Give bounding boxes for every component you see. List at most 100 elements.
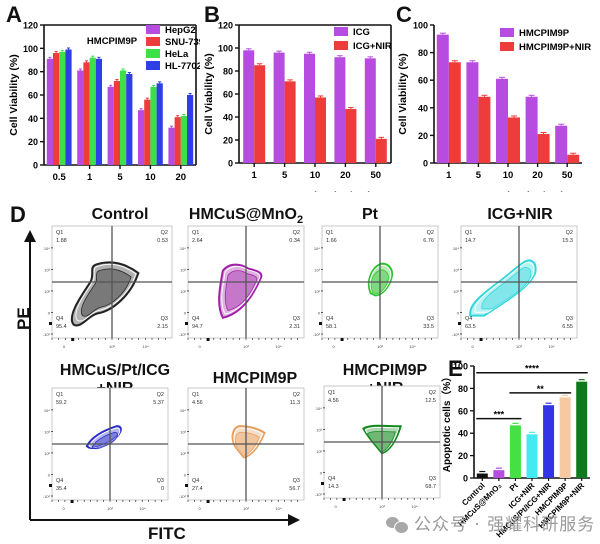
q4-value: 27.4 (192, 486, 203, 492)
axis-marker (185, 322, 188, 325)
y-tick-label: 100 (413, 21, 428, 31)
y-tick-label: 10² (180, 451, 186, 456)
y-tick-label: 10³ (180, 267, 186, 272)
y-tick-label: 10² (44, 289, 50, 294)
q1-label: Q1 (326, 230, 333, 236)
y-tick-label: 40 (418, 103, 428, 113)
x-tick-label: 10⁴ (548, 344, 554, 349)
q4-label: Q4 (465, 316, 472, 322)
contour-inner (88, 427, 121, 449)
panel-letter-e: E (448, 356, 463, 381)
y-tick-label: -10² (179, 494, 187, 499)
q2-label: Q2 (427, 230, 434, 236)
panel-letter-c: C (396, 2, 412, 27)
q2-label: Q2 (157, 392, 164, 398)
y-tick-label: -10² (313, 332, 321, 337)
y-tick-label: 80 (418, 48, 428, 58)
y-axis-label: Apoptotic cells（%） (440, 372, 453, 473)
fitc-axis-label: FITC (148, 524, 186, 543)
x-tick-label: 0 (334, 504, 337, 509)
axis-marker (340, 338, 344, 341)
legend-swatch (334, 27, 348, 36)
y-axis-label: Cell Viability (%) (203, 53, 215, 135)
flow-plot: Q1 59.2 Q2 5.37 Q3 0 Q4 35.4 -10² 0 10² 10³ 10⁴ 0 10³ 1… (43, 387, 169, 511)
bar (315, 97, 326, 163)
y-axis-label: Cell Viability (%) (8, 54, 20, 136)
y-tick-label: 10⁴ (180, 246, 186, 251)
bar (95, 58, 102, 166)
bar (555, 125, 568, 163)
legend-swatch (146, 49, 160, 58)
x-tick-label: 1 (87, 172, 93, 183)
y-tick-label: 100 (218, 44, 233, 54)
legend-label: ICG (353, 27, 370, 38)
bar (567, 154, 580, 163)
y-tick-label: 10² (314, 289, 320, 294)
bar (83, 62, 90, 166)
q3-label: Q3 (429, 476, 436, 482)
flow-plot: Q1 4.56 Q2 12.5 Q3 68.7 Q4 14.3 -10² 0 10² 10³ 10⁴ 0 1… (315, 385, 441, 509)
y-tick-label: 10⁴ (44, 408, 50, 413)
bar (436, 34, 449, 163)
q3-label: Q3 (157, 478, 164, 484)
q1-value: 2.64 (192, 238, 203, 244)
q3-value: 2.15 (157, 324, 168, 330)
q1-label: Q1 (192, 230, 199, 236)
flow-title-pt: Pt (362, 206, 378, 223)
bar (53, 53, 60, 165)
legend-label: HL-7702 (165, 61, 200, 72)
y-tick-label: 120 (23, 21, 38, 31)
y-tick-label: 80 (223, 67, 233, 77)
q2-value: 15.3 (562, 238, 573, 244)
flow-title-line1: HMCPIM9P (342, 362, 428, 379)
q1-label: Q1 (328, 390, 335, 396)
bar (375, 138, 387, 163)
y-tick-label: 20 (418, 131, 428, 141)
q3-value: 2.31 (289, 324, 300, 330)
x-axis-label: Concentration (μg/mL) (452, 190, 565, 192)
y-tick-label: 0 (33, 161, 38, 171)
q4-label: Q4 (56, 316, 63, 322)
pe-arrow-head (24, 230, 36, 242)
axis-marker (49, 484, 52, 487)
legend-swatch (146, 61, 160, 70)
y-tick-label: 20 (458, 451, 468, 461)
x-tick-label: 10⁴ (275, 344, 281, 349)
y-tick-label: 20 (28, 137, 38, 147)
axis-marker (479, 338, 483, 341)
y-tick-label: 0 (320, 470, 323, 475)
axis-marker (185, 484, 188, 487)
legend-label: HMCPIM9P (519, 28, 570, 39)
legend-swatch (500, 42, 514, 51)
legend-swatch (500, 28, 514, 37)
y-tick-label: 10³ (44, 429, 50, 434)
x-tick-label: 0 (63, 344, 66, 349)
y-tick-label: 0 (48, 472, 51, 477)
x-tick-label: 10 (503, 170, 514, 181)
q1-value: 1.66 (326, 238, 337, 244)
bar (126, 74, 133, 165)
flow-title-hmcus-sub: 2 (296, 214, 304, 227)
q4-value: 63.5 (465, 324, 476, 330)
q2-value: 0.53 (157, 238, 168, 244)
y-tick-label: 80 (458, 384, 468, 394)
contour-inner (233, 427, 264, 457)
q2-value: 12.5 (425, 398, 436, 404)
x-tick-label: 1 (446, 170, 452, 181)
y-tick-label: -10² (43, 494, 51, 499)
y-tick-label: 20 (223, 136, 233, 146)
y-tick-label: 10⁴ (44, 246, 50, 251)
legend-swatch (146, 37, 160, 46)
bar (120, 70, 127, 165)
fitc-arrow-head (288, 514, 300, 526)
bar (466, 62, 479, 164)
chart-b-cell-viability: 0 20 40 60 80 100 120 1 5 10 20 50 Cell Viability (%… (203, 21, 392, 193)
flow-title-line1: HMCuS/Pt/ICG (59, 362, 171, 379)
flow-plot: Q1 14.7 Q2 15.3 Q3 6.55 Q4 63.5 -10² 0 10² 10³ 10⁴ 0 1… (452, 225, 578, 349)
y-tick-label: -10² (315, 492, 323, 497)
wechat-icon (386, 516, 409, 534)
watermark-text: 公众号 · 强耀科研服务 (414, 515, 596, 535)
watermark: 公众号 · 强耀科研服务 (386, 510, 595, 535)
axis-marker (319, 322, 322, 325)
y-tick-label: -10² (43, 332, 51, 337)
